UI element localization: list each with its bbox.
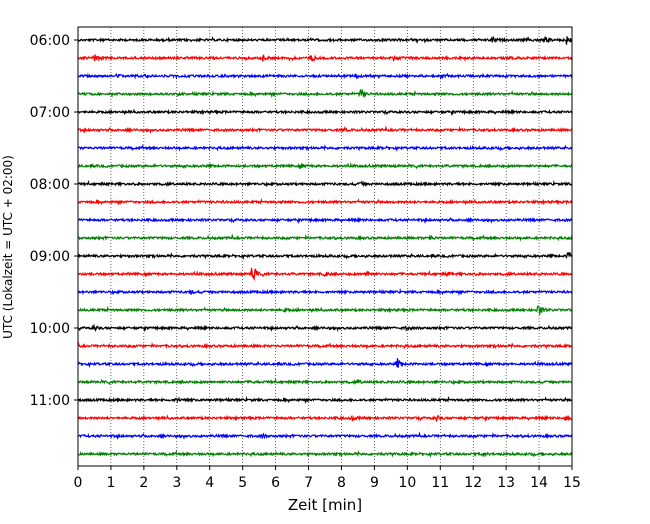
trace-1115	[77, 414, 573, 423]
trace-1045	[77, 377, 573, 386]
y-tick-label: 08:00	[30, 177, 70, 193]
y-tick-label: 09:00	[30, 249, 70, 265]
x-tick-label: 3	[172, 475, 181, 491]
x-tick-label: 8	[337, 475, 346, 491]
x-tick-label: 2	[139, 475, 148, 491]
trace-0945	[77, 304, 573, 315]
trace-1000	[77, 323, 573, 333]
x-tick-label: 6	[271, 475, 280, 491]
x-tick-label: 7	[304, 475, 313, 491]
trace-1130	[77, 431, 573, 440]
x-tick-label: 1	[106, 475, 115, 491]
x-tick-label: 15	[563, 475, 581, 491]
plot-frame	[77, 26, 573, 467]
trace-0930	[77, 287, 573, 297]
y-axis-label: UTC (Lokalzeit = UTC + 02:00)	[1, 155, 15, 339]
y-tick-label: 10:00	[30, 321, 70, 337]
trace-0715	[77, 125, 573, 134]
x-tick-label: 11	[431, 475, 449, 491]
y-axis-ticks: 06:00 07:00 08:00 09:00 10:00 11:00	[30, 33, 78, 409]
trace-1015	[77, 341, 573, 350]
trace-1100	[77, 395, 573, 405]
trace-0815	[77, 197, 573, 207]
trace-layer	[77, 35, 573, 459]
x-tick-label: 14	[530, 475, 548, 491]
y-tick-label: 07:00	[30, 105, 70, 121]
x-tick-label: 13	[497, 475, 515, 491]
x-axis-label: Zeit [min]	[288, 496, 362, 514]
y-tick-label: 11:00	[30, 393, 70, 409]
x-axis-ticks: 0 1 2 3 4 5 6 7 8 9 10 11 12 13 14 15	[74, 466, 581, 491]
trace-0745	[77, 162, 573, 170]
x-tick-label: 10	[398, 475, 416, 491]
trace-0615	[77, 53, 573, 63]
x-tick-label: 0	[74, 475, 83, 491]
trace-0630	[77, 72, 573, 80]
trace-1145	[77, 450, 573, 459]
trace-0845	[77, 233, 573, 242]
trace-0900	[77, 252, 573, 261]
trace-0645	[77, 88, 573, 99]
x-tick-label: 5	[238, 475, 247, 491]
trace-0600	[77, 35, 573, 45]
x-tick-label: 4	[205, 475, 214, 491]
trace-0830	[77, 216, 573, 225]
trace-1030	[77, 358, 573, 369]
x-tick-label: 12	[464, 475, 482, 491]
trace-0700	[77, 108, 573, 117]
trace-0800	[77, 179, 573, 188]
y-tick-label: 06:00	[30, 33, 70, 49]
trace-0730	[77, 144, 573, 153]
grid-layer	[110, 27, 540, 466]
x-tick-label: 9	[370, 475, 379, 491]
trace-0915	[77, 267, 573, 282]
